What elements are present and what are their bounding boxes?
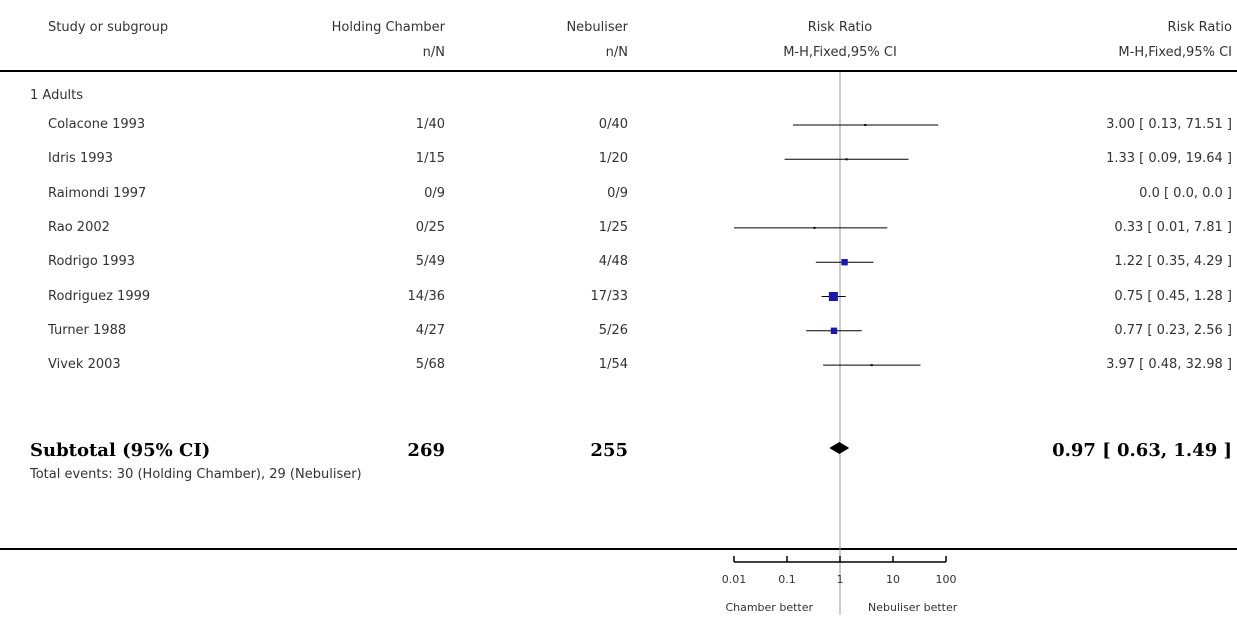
study-ci: 3.00 [ 0.13, 71.51 ] <box>1106 117 1232 132</box>
study-events-1: 0/25 <box>415 219 445 235</box>
study-events-2: 1/25 <box>598 219 628 235</box>
study-ci: 1.33 [ 0.09, 19.64 ] <box>1106 151 1232 167</box>
header-group1: Holding Chamber <box>331 20 445 35</box>
header-plot-sub: M-H,Fixed,95% CI <box>783 45 897 60</box>
study-marker <box>845 158 848 161</box>
footer-rule <box>0 548 1237 550</box>
study-events-2: 0/40 <box>598 117 628 132</box>
study-events-1: 5/68 <box>415 357 445 373</box>
footer-right-label: Nebuliser better <box>868 601 958 614</box>
study-name: Rodriguez 1999 <box>48 288 151 304</box>
study-events-2: 17/33 <box>590 288 628 304</box>
study-events-2: 5/26 <box>598 322 628 338</box>
study-name: Raimondi 1997 <box>48 185 147 201</box>
x-tick-label: 0.01 <box>722 573 747 586</box>
study-ci: 0.75 [ 0.45, 1.28 ] <box>1114 288 1232 304</box>
study-marker <box>870 364 873 367</box>
study-ci: 3.97 [ 0.48, 32.98 ] <box>1106 357 1232 373</box>
header-rule <box>0 70 1237 72</box>
study-marker <box>828 292 838 301</box>
x-tick-label: 0.1 <box>778 573 796 586</box>
study-name: Vivek 2003 <box>48 357 121 373</box>
study-name: Idris 1993 <box>48 151 114 167</box>
study-name: Colacone 1993 <box>48 117 146 132</box>
study-ci: 0.0 [ 0.0, 0.0 ] <box>1139 185 1232 201</box>
x-tick-label: 10 <box>886 573 900 586</box>
subtotal-n1: 269 <box>407 440 445 461</box>
study-name: Rao 2002 <box>48 219 110 235</box>
footer-left-label: Chamber better <box>725 601 813 614</box>
study-events-1: 5/49 <box>415 254 445 270</box>
study-marker <box>841 259 848 266</box>
header-study: Study or subgroup <box>48 20 169 35</box>
subtotal-label: Subtotal (95% CI) <box>30 440 211 461</box>
study-events-2: 1/20 <box>598 151 628 167</box>
header-effect-title: Risk Ratio <box>1167 20 1232 35</box>
pooled-diamond <box>829 442 850 454</box>
study-ci: 0.77 [ 0.23, 2.56 ] <box>1114 322 1232 338</box>
x-tick-label: 1 <box>837 573 844 586</box>
study-ci: 0.33 [ 0.01, 7.81 ] <box>1114 219 1232 235</box>
study-marker <box>813 226 816 229</box>
study-events-2: 4/48 <box>598 254 628 270</box>
header-group2-sub: n/N <box>605 45 628 60</box>
header-group2: Nebuliser <box>566 20 628 35</box>
study-events-1: 0/9 <box>424 185 445 201</box>
study-marker <box>864 123 867 127</box>
study-marker <box>830 327 838 334</box>
study-events-2: 0/9 <box>607 185 628 201</box>
subtotal-ci: 0.97 [ 0.63, 1.49 ] <box>1052 440 1232 461</box>
study-events-1: 1/15 <box>415 151 445 167</box>
study-events-1: 14/36 <box>407 288 445 304</box>
study-events-1: 4/27 <box>415 322 445 338</box>
study-events-2: 1/54 <box>598 357 628 373</box>
subtotal-n2: 255 <box>590 440 628 461</box>
header-plot-title: Risk Ratio <box>807 20 873 35</box>
study-events-1: 1/40 <box>415 117 445 132</box>
header-group1-sub: n/N <box>422 45 445 60</box>
x-tick-label: 100 <box>936 573 957 586</box>
header-effect-sub: M-H,Fixed,95% CI <box>1118 45 1232 60</box>
study-name: Rodrigo 1993 <box>48 254 136 270</box>
study-ci: 1.22 [ 0.35, 4.29 ] <box>1114 254 1232 270</box>
total-events: Total events: 30 (Holding Chamber), 29 (… <box>30 467 362 482</box>
study-name: Turner 1988 <box>48 322 127 338</box>
subgroup-label: 1 Adults <box>30 88 84 103</box>
